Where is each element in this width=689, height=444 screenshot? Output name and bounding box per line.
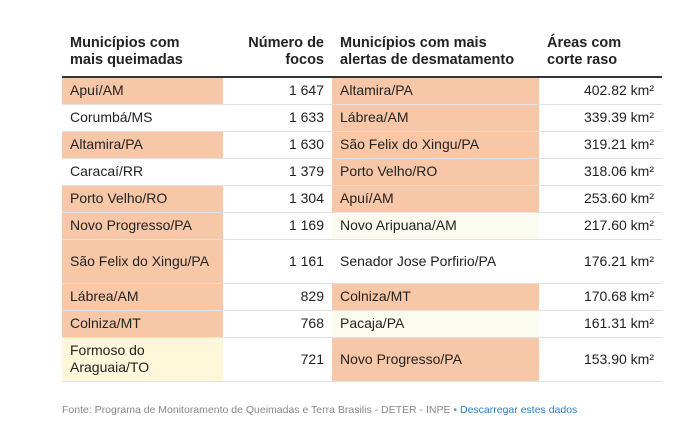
cell-municipio-queimadas: Apuí/AM: [62, 77, 223, 105]
table-row: Caracaí/RR 1 379 Porto Velho/RO 318.06 km²: [62, 158, 662, 186]
table-row: Formoso do Araguaia/TO 721 Novo Progresso/…: [62, 337, 662, 382]
cell-municipio-desmatamento: Colniza/MT: [332, 283, 539, 311]
table-row: São Felix do Xingu/PA 1 161 Senador Jose P…: [62, 239, 662, 284]
cell-municipio-desmatamento: Apuí/AM: [332, 185, 539, 213]
table-row: Lábrea/AM 829 Colniza/MT 170.68 km²: [62, 283, 662, 311]
cell-municipio-queimadas: Colniza/MT: [62, 310, 223, 338]
header-numero-focos: Número de focos: [223, 22, 332, 78]
cell-numero-focos: 1 379: [223, 158, 332, 186]
source-separator: •: [453, 404, 458, 416]
source-note: Fonte: Programa de Monitoramento de Quei…: [62, 404, 577, 416]
source-text: Fonte: Programa de Monitoramento de Quei…: [62, 404, 451, 416]
cell-area-corte-raso: 402.82 km²: [539, 77, 662, 105]
cell-municipio-queimadas: Porto Velho/RO: [62, 185, 223, 213]
cell-area-corte-raso: 170.68 km²: [539, 283, 662, 311]
data-table-container: Municípios com mais queimadas Número de …: [62, 22, 662, 382]
cell-municipio-desmatamento: Lábrea/AM: [332, 104, 539, 132]
cell-municipio-desmatamento: Porto Velho/RO: [332, 158, 539, 186]
cell-municipio-queimadas: Novo Progresso/PA: [62, 212, 223, 240]
table-row: Porto Velho/RO 1 304 Apuí/AM 253.60 km²: [62, 185, 662, 213]
cell-numero-focos: 1 633: [223, 104, 332, 132]
cell-municipio-queimadas: Altamira/PA: [62, 131, 223, 159]
cell-area-corte-raso: 153.90 km²: [539, 337, 662, 382]
cell-municipio-queimadas: São Felix do Xingu/PA: [62, 239, 223, 284]
cell-area-corte-raso: 217.60 km²: [539, 212, 662, 240]
cell-numero-focos: 1 630: [223, 131, 332, 159]
municipalities-table: Municípios com mais queimadas Número de …: [62, 22, 662, 382]
cell-municipio-queimadas: Caracaí/RR: [62, 158, 223, 186]
cell-area-corte-raso: 318.06 km²: [539, 158, 662, 186]
cell-numero-focos: 768: [223, 310, 332, 338]
cell-municipio-desmatamento: Pacaja/PA: [332, 310, 539, 338]
cell-municipio-desmatamento: Altamira/PA: [332, 77, 539, 105]
cell-municipio-desmatamento: Novo Progresso/PA: [332, 337, 539, 382]
cell-numero-focos: 721: [223, 337, 332, 382]
header-municipios-queimadas: Municípios com mais queimadas: [62, 22, 223, 78]
cell-area-corte-raso: 176.21 km²: [539, 239, 662, 284]
table-row: Altamira/PA 1 630 São Felix do Xingu/PA 319…: [62, 131, 662, 159]
header-municipios-desmatamento: Municípios com mais alertas de desmatame…: [332, 22, 539, 78]
cell-numero-focos: 1 304: [223, 185, 332, 213]
table-header-row: Municípios com mais queimadas Número de …: [62, 22, 662, 78]
cell-numero-focos: 1 161: [223, 239, 332, 284]
cell-numero-focos: 1 647: [223, 77, 332, 105]
cell-municipio-desmatamento: Senador Jose Porfirio/PA: [332, 239, 539, 284]
header-areas-corte-raso: Áreas com corte raso: [539, 22, 662, 78]
cell-municipio-queimadas: Corumbá/MS: [62, 104, 223, 132]
cell-area-corte-raso: 253.60 km²: [539, 185, 662, 213]
download-data-link[interactable]: Descarregar estes dados: [460, 404, 578, 416]
cell-municipio-desmatamento: Novo Aripuana/AM: [332, 212, 539, 240]
cell-area-corte-raso: 161.31 km²: [539, 310, 662, 338]
cell-area-corte-raso: 319.21 km²: [539, 131, 662, 159]
cell-numero-focos: 829: [223, 283, 332, 311]
cell-numero-focos: 1 169: [223, 212, 332, 240]
cell-municipio-queimadas: Formoso do Araguaia/TO: [62, 337, 223, 382]
table-row: Colniza/MT 768 Pacaja/PA 161.31 km²: [62, 310, 662, 338]
cell-area-corte-raso: 339.39 km²: [539, 104, 662, 132]
cell-municipio-desmatamento: São Felix do Xingu/PA: [332, 131, 539, 159]
cell-municipio-queimadas: Lábrea/AM: [62, 283, 223, 311]
table-row: Corumbá/MS 1 633 Lábrea/AM 339.39 km²: [62, 104, 662, 132]
table-row: Novo Progresso/PA 1 169 Novo Aripuana/AM 21…: [62, 212, 662, 240]
table-row: Apuí/AM 1 647 Altamira/PA 402.82 km²: [62, 77, 662, 105]
